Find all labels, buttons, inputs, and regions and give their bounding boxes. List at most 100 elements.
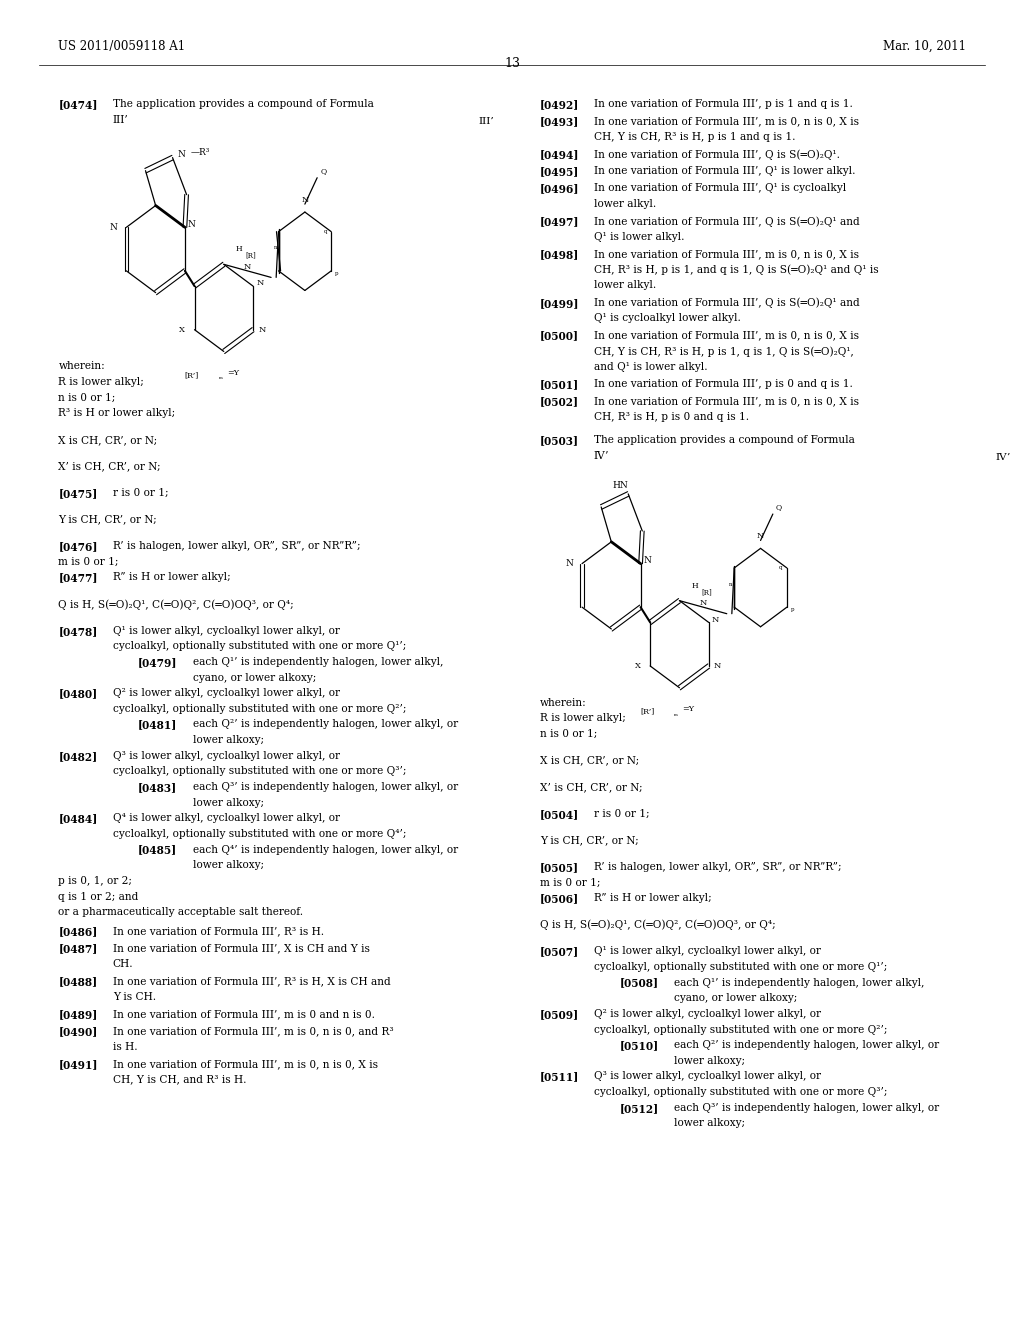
Text: m is 0 or 1;: m is 0 or 1; — [540, 878, 600, 887]
Text: US 2011/0059118 A1: US 2011/0059118 A1 — [58, 40, 185, 53]
Text: [0480]: [0480] — [58, 688, 97, 700]
Text: [0508]: [0508] — [620, 978, 658, 989]
Text: [0497]: [0497] — [540, 216, 580, 227]
Text: n: n — [273, 246, 276, 251]
Text: [0478]: [0478] — [58, 626, 97, 636]
Text: Q¹ is lower alkyl, cycloalkyl lower alkyl, or: Q¹ is lower alkyl, cycloalkyl lower alky… — [594, 946, 821, 956]
Text: [0493]: [0493] — [540, 116, 579, 127]
Text: lower alkoxy;: lower alkoxy; — [674, 1118, 744, 1129]
Text: N: N — [565, 560, 573, 568]
Text: In one variation of Formula III’, m is 0, n is 0, X is: In one variation of Formula III’, m is 0… — [594, 330, 859, 341]
Text: wherein:: wherein: — [540, 697, 587, 708]
Text: In one variation of Formula III’, m is 0, n is 0, X is: In one variation of Formula III’, m is 0… — [594, 396, 859, 407]
Text: cycloalkyl, optionally substituted with one or more Q¹’;: cycloalkyl, optionally substituted with … — [594, 962, 887, 972]
Text: =Y: =Y — [227, 368, 239, 376]
Text: and Q¹ is lower alkyl.: and Q¹ is lower alkyl. — [594, 362, 708, 372]
Text: [0500]: [0500] — [540, 330, 579, 342]
Text: each Q³’ is independently halogen, lower alkyl, or: each Q³’ is independently halogen, lower… — [674, 1102, 939, 1113]
Text: cyano, or lower alkoxy;: cyano, or lower alkoxy; — [674, 993, 797, 1003]
Text: [R]: [R] — [246, 252, 257, 260]
Text: In one variation of Formula III’, R³ is H, X is CH and: In one variation of Formula III’, R³ is … — [113, 975, 390, 986]
Text: H: H — [691, 582, 698, 590]
Text: [0484]: [0484] — [58, 813, 97, 824]
Text: N: N — [644, 557, 651, 565]
Text: CH, R³ is H, p is 0 and q is 1.: CH, R³ is H, p is 0 and q is 1. — [594, 412, 749, 422]
Text: X is CH, CR’, or N;: X is CH, CR’, or N; — [540, 755, 639, 766]
Text: p: p — [335, 271, 339, 276]
Text: [0483]: [0483] — [138, 781, 177, 793]
Text: In one variation of Formula III’, m is 0 and n is 0.: In one variation of Formula III’, m is 0… — [113, 1008, 375, 1019]
Text: cycloalkyl, optionally substituted with one or more Q³’;: cycloalkyl, optionally substituted with … — [594, 1088, 887, 1097]
Text: [0491]: [0491] — [58, 1059, 98, 1071]
Text: [0486]: [0486] — [58, 925, 97, 937]
Text: X is CH, CR’, or N;: X is CH, CR’, or N; — [58, 434, 158, 445]
Text: each Q³’ is independently halogen, lower alkyl, or: each Q³’ is independently halogen, lower… — [193, 781, 458, 792]
Text: In one variation of Formula III’, Q is S(═O)₂Q¹ and: In one variation of Formula III’, Q is S… — [594, 297, 860, 308]
Text: lower alkyl.: lower alkyl. — [594, 199, 656, 209]
Text: Y is CH, CR’, or N;: Y is CH, CR’, or N; — [58, 515, 157, 524]
Text: [0496]: [0496] — [540, 183, 580, 194]
Text: X: X — [635, 661, 641, 671]
Text: In one variation of Formula III’, m is 0, n is 0, X is: In one variation of Formula III’, m is 0… — [594, 116, 859, 127]
Text: [R]: [R] — [701, 587, 713, 595]
Text: Q¹ is lower alkyl, cycloalkyl lower alkyl, or: Q¹ is lower alkyl, cycloalkyl lower alky… — [113, 626, 340, 636]
Text: [0476]: [0476] — [58, 541, 98, 552]
Text: In one variation of Formula III’, m is 0, n is 0, X is: In one variation of Formula III’, m is 0… — [113, 1059, 378, 1069]
Text: [0488]: [0488] — [58, 975, 97, 987]
Text: p: p — [791, 607, 795, 612]
Text: N: N — [714, 661, 721, 671]
Text: [0482]: [0482] — [58, 751, 97, 762]
Text: ₘ: ₘ — [219, 375, 222, 380]
Text: In one variation of Formula III’, m is 0, n is 0, and R³: In one variation of Formula III’, m is 0… — [113, 1026, 393, 1036]
Text: Q is H, S(═O)₂Q¹, C(═O)Q², C(═O)OQ³, or Q⁴;: Q is H, S(═O)₂Q¹, C(═O)Q², C(═O)OQ³, or … — [58, 599, 294, 610]
Text: CH, Y is CH, and R³ is H.: CH, Y is CH, and R³ is H. — [113, 1074, 246, 1085]
Text: [0507]: [0507] — [540, 946, 579, 957]
Text: lower alkoxy;: lower alkoxy; — [193, 735, 263, 744]
Text: R³ is H or lower alkyl;: R³ is H or lower alkyl; — [58, 408, 175, 418]
Text: m is 0 or 1;: m is 0 or 1; — [58, 557, 119, 566]
Text: cycloalkyl, optionally substituted with one or more Q³’;: cycloalkyl, optionally substituted with … — [113, 767, 406, 776]
Text: [R’]: [R’] — [641, 708, 655, 715]
Text: q: q — [324, 228, 327, 234]
Text: Mar. 10, 2011: Mar. 10, 2011 — [883, 40, 966, 53]
Text: N: N — [712, 615, 719, 624]
Text: N: N — [178, 150, 185, 160]
Text: [0504]: [0504] — [540, 809, 579, 820]
Text: In one variation of Formula III’, R³ is H.: In one variation of Formula III’, R³ is … — [113, 925, 324, 936]
Text: lower alkyl.: lower alkyl. — [594, 280, 656, 290]
Text: [0511]: [0511] — [540, 1072, 579, 1082]
Text: cycloalkyl, optionally substituted with one or more Q²’;: cycloalkyl, optionally substituted with … — [113, 704, 406, 714]
Text: [0498]: [0498] — [540, 249, 579, 260]
Text: N: N — [258, 326, 265, 334]
Text: Q² is lower alkyl, cycloalkyl lower alkyl, or: Q² is lower alkyl, cycloalkyl lower alky… — [594, 1008, 821, 1019]
Text: Q³ is lower alkyl, cycloalkyl lower alkyl, or: Q³ is lower alkyl, cycloalkyl lower alky… — [594, 1072, 821, 1081]
Text: Q⁴ is lower alkyl, cycloalkyl lower alkyl, or: Q⁴ is lower alkyl, cycloalkyl lower alky… — [113, 813, 340, 824]
Text: III’: III’ — [113, 115, 128, 124]
Text: H: H — [236, 246, 243, 253]
Text: [0510]: [0510] — [620, 1040, 658, 1051]
Text: N: N — [188, 220, 196, 230]
Text: [0499]: [0499] — [540, 297, 580, 309]
Text: [0481]: [0481] — [138, 719, 177, 730]
Text: [0501]: [0501] — [540, 379, 579, 389]
Text: N: N — [110, 223, 118, 232]
Text: cycloalkyl, optionally substituted with one or more Q¹’;: cycloalkyl, optionally substituted with … — [113, 642, 406, 651]
Text: n is 0 or 1;: n is 0 or 1; — [58, 392, 116, 403]
Text: Q² is lower alkyl, cycloalkyl lower alkyl, or: Q² is lower alkyl, cycloalkyl lower alky… — [113, 688, 340, 698]
Text: q is 1 or 2; and: q is 1 or 2; and — [58, 891, 138, 902]
Text: N: N — [757, 532, 764, 540]
Text: cycloalkyl, optionally substituted with one or more Q⁴’;: cycloalkyl, optionally substituted with … — [113, 829, 406, 840]
Text: R is lower alkyl;: R is lower alkyl; — [540, 713, 626, 723]
Text: CH, Y is CH, R³ is H, p is 1 and q is 1.: CH, Y is CH, R³ is H, p is 1 and q is 1. — [594, 132, 796, 141]
Text: In one variation of Formula III’, Q¹ is lower alkyl.: In one variation of Formula III’, Q¹ is … — [594, 166, 855, 177]
Text: is H.: is H. — [113, 1041, 137, 1052]
Text: [0502]: [0502] — [540, 396, 579, 407]
Text: n: n — [729, 582, 732, 586]
Text: In one variation of Formula III’, p is 0 and q is 1.: In one variation of Formula III’, p is 0… — [594, 379, 853, 389]
Text: r is 0 or 1;: r is 0 or 1; — [594, 809, 649, 818]
Text: [0509]: [0509] — [540, 1008, 579, 1020]
Text: Q¹ is lower alkyl.: Q¹ is lower alkyl. — [594, 232, 684, 242]
Text: Y is CH.: Y is CH. — [113, 991, 156, 1002]
Text: III’: III’ — [478, 117, 494, 127]
Text: [0475]: [0475] — [58, 488, 97, 499]
